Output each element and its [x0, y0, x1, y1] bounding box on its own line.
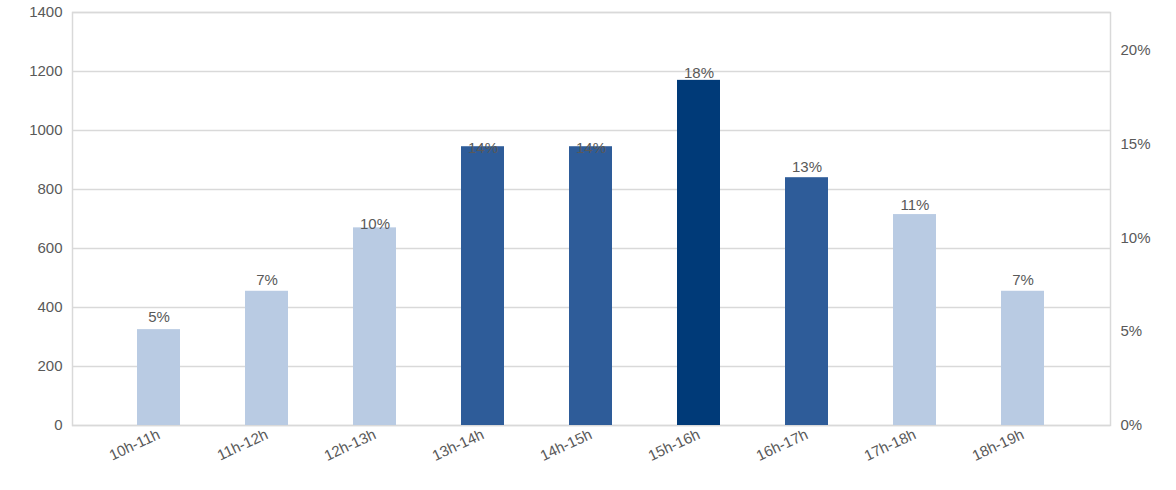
- svg-text:14%: 14%: [576, 139, 606, 156]
- svg-text:200: 200: [37, 357, 62, 374]
- svg-text:600: 600: [37, 239, 62, 256]
- svg-text:11h-12h: 11h-12h: [214, 425, 270, 463]
- svg-text:14h-15h: 14h-15h: [537, 425, 594, 464]
- svg-text:15%: 15%: [1121, 135, 1151, 152]
- svg-text:10h-11h: 10h-11h: [106, 425, 162, 463]
- svg-text:17h-18h: 17h-18h: [861, 425, 918, 464]
- svg-text:12h-13h: 12h-13h: [321, 425, 378, 464]
- svg-text:1200: 1200: [29, 62, 62, 79]
- svg-text:0: 0: [54, 416, 62, 433]
- svg-text:800: 800: [37, 180, 62, 197]
- svg-text:7%: 7%: [1012, 271, 1034, 288]
- svg-text:14%: 14%: [468, 139, 498, 156]
- svg-text:1000: 1000: [29, 121, 62, 138]
- svg-text:0%: 0%: [1121, 416, 1143, 433]
- svg-text:11%: 11%: [901, 196, 930, 213]
- svg-text:1400: 1400: [29, 3, 62, 20]
- svg-text:20%: 20%: [1121, 41, 1151, 58]
- svg-text:18h-19h: 18h-19h: [969, 425, 1026, 464]
- svg-text:10%: 10%: [360, 215, 390, 232]
- svg-text:15h-16h: 15h-16h: [645, 425, 702, 464]
- svg-text:16h-17h: 16h-17h: [753, 425, 810, 464]
- svg-text:13%: 13%: [792, 158, 822, 175]
- svg-text:400: 400: [37, 298, 62, 315]
- svg-text:7%: 7%: [256, 271, 278, 288]
- svg-text:10%: 10%: [1121, 229, 1151, 246]
- svg-text:5%: 5%: [1121, 322, 1143, 339]
- svg-text:13h-14h: 13h-14h: [429, 425, 486, 464]
- svg-text:5%: 5%: [148, 308, 170, 325]
- svg-text:18%: 18%: [684, 64, 714, 81]
